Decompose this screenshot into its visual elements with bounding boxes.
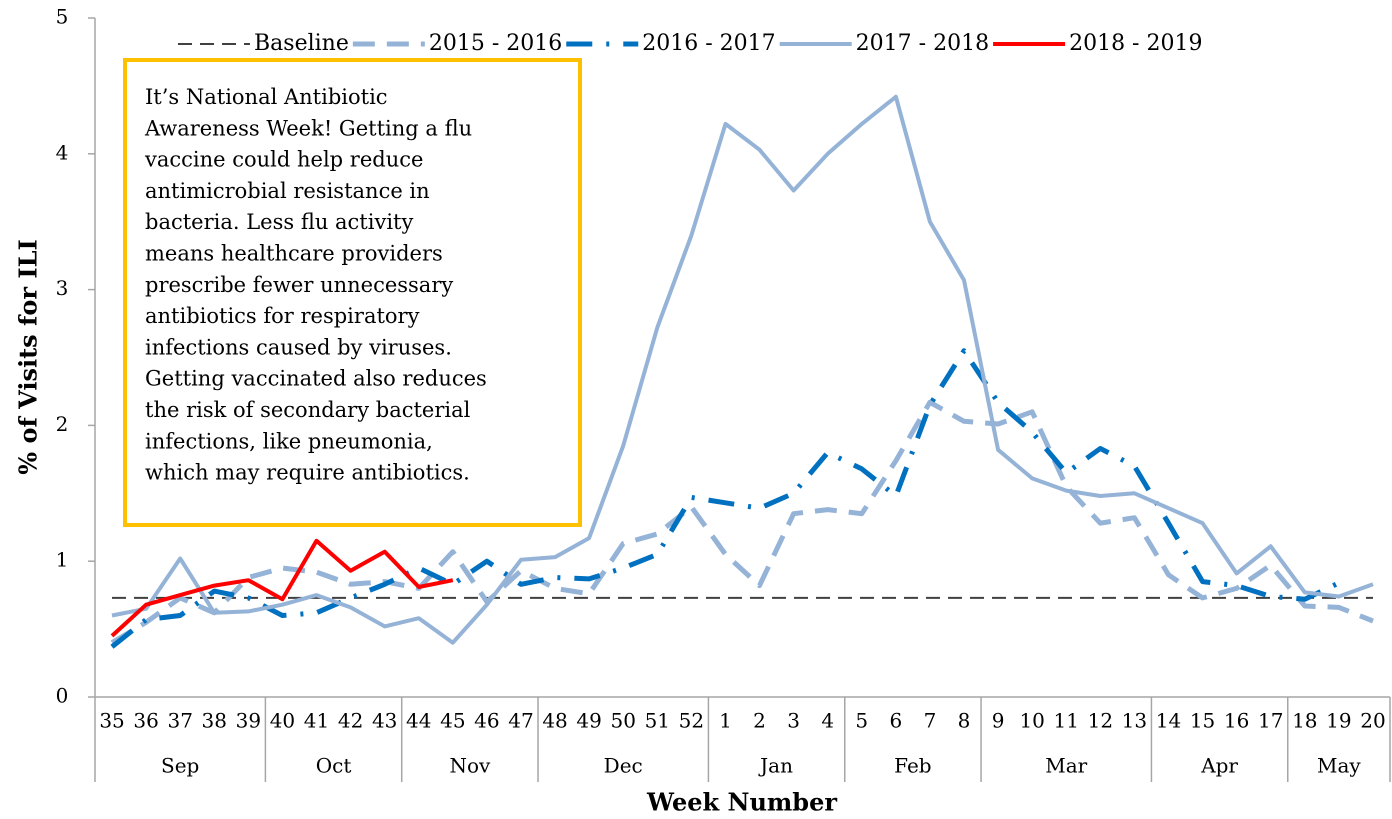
x-tick-label: 39 <box>236 709 261 733</box>
series-line <box>111 94 1374 645</box>
legend-label: 2017 - 2018 <box>856 31 989 56</box>
x-tick-label: 38 <box>202 709 227 733</box>
x-group-label: Apr <box>1200 754 1238 778</box>
annotation-text: infections caused by viruses. <box>145 335 452 359</box>
x-tick-label: 43 <box>372 709 397 733</box>
y-tick-label: 1 <box>56 548 69 572</box>
x-tick-label: 14 <box>1156 709 1181 733</box>
series-line <box>110 538 454 638</box>
legend-label: 2018 - 2019 <box>1069 31 1202 56</box>
x-tick-label: 20 <box>1360 709 1385 733</box>
x-tick-label: 46 <box>474 709 499 733</box>
x-tick-label: 2 <box>753 709 766 733</box>
x-tick-label: 47 <box>508 709 533 733</box>
x-tick-label: 44 <box>406 709 431 733</box>
x-tick-label: 41 <box>304 709 329 733</box>
annotation-text: It’s National Antibiotic <box>145 85 388 109</box>
x-tick-label: 10 <box>1019 709 1044 733</box>
x-group-label: Jan <box>758 754 793 778</box>
x-tick-label: 35 <box>99 709 124 733</box>
annotation-text: prescribe fewer unnecessary <box>145 273 453 297</box>
x-tick-label: 52 <box>679 709 704 733</box>
x-tick-label: 15 <box>1190 709 1215 733</box>
y-tick-label: 4 <box>56 140 69 164</box>
x-tick-label: 8 <box>958 709 971 733</box>
x-tick-label: 45 <box>440 709 465 733</box>
annotation-text: Getting vaccinated also reduces <box>145 367 487 391</box>
legend-bg <box>349 28 350 29</box>
series-line <box>110 399 1374 645</box>
y-tick-label: 0 <box>56 684 69 708</box>
legend-bg <box>776 28 777 29</box>
x-tick-label: 6 <box>889 709 902 733</box>
x-group-label: Sep <box>161 754 199 778</box>
x-tick-label: 4 <box>821 709 834 733</box>
annotation-text: infections, like pneumonia, <box>145 429 433 453</box>
x-axis-title: Week Number <box>646 788 837 817</box>
x-tick-label: 48 <box>542 709 567 733</box>
x-tick-label: 13 <box>1122 709 1147 733</box>
x-group-label: Nov <box>449 754 491 778</box>
x-tick-label: 11 <box>1054 709 1079 733</box>
x-tick-label: 18 <box>1292 709 1317 733</box>
annotation-text: which may require antibiotics. <box>145 461 470 485</box>
annotation-text: bacteria. Less flu activity <box>145 210 413 234</box>
annotation-text: antimicrobial resistance in <box>145 179 430 203</box>
x-tick-label: 51 <box>645 709 670 733</box>
y-tick-label: 5 <box>56 5 69 29</box>
y-axis-title: % of Visits for ILI <box>14 239 43 474</box>
y-tick-label: 2 <box>56 412 69 436</box>
y-tick-label: 3 <box>56 276 69 300</box>
annotation-box <box>123 58 582 527</box>
legend-label: 2015 - 2016 <box>429 31 562 56</box>
x-tick-label: 16 <box>1224 709 1249 733</box>
annotation-text: antibiotics for respiratory <box>145 304 420 328</box>
annotation-text: means healthcare providers <box>145 242 443 266</box>
annotation-text: the risk of secondary bacterial <box>145 398 471 422</box>
x-tick-label: 42 <box>338 709 363 733</box>
legend-bg <box>989 28 990 29</box>
x-group-label: Feb <box>894 754 931 778</box>
x-tick-label: 37 <box>167 709 192 733</box>
legend-label: Baseline <box>254 31 349 56</box>
annotation-text: vaccine could help reduce <box>144 148 423 172</box>
x-tick-label: 12 <box>1088 709 1113 733</box>
x-group-label: Oct <box>316 754 352 778</box>
x-tick-label: 9 <box>992 709 1005 733</box>
x-tick-label: 40 <box>270 709 295 733</box>
series-line <box>110 348 1340 649</box>
x-tick-label: 50 <box>610 709 635 733</box>
x-tick-label: 19 <box>1326 709 1351 733</box>
annotation-text: Awareness Week! Getting a flu <box>144 116 472 140</box>
legend-label: 2016 - 2017 <box>642 31 775 56</box>
x-group-label: Dec <box>604 754 643 778</box>
x-group-label: May <box>1317 754 1361 778</box>
x-tick-label: 17 <box>1258 709 1283 733</box>
x-tick-label: 1 <box>719 709 732 733</box>
x-tick-label: 36 <box>133 709 158 733</box>
x-tick-label: 5 <box>855 709 868 733</box>
legend-bg <box>174 28 175 29</box>
legend-bg <box>562 28 563 29</box>
x-tick-label: 3 <box>787 709 800 733</box>
x-tick-label: 49 <box>576 709 601 733</box>
x-group-label: Mar <box>1045 754 1087 778</box>
x-tick-label: 7 <box>924 709 937 733</box>
